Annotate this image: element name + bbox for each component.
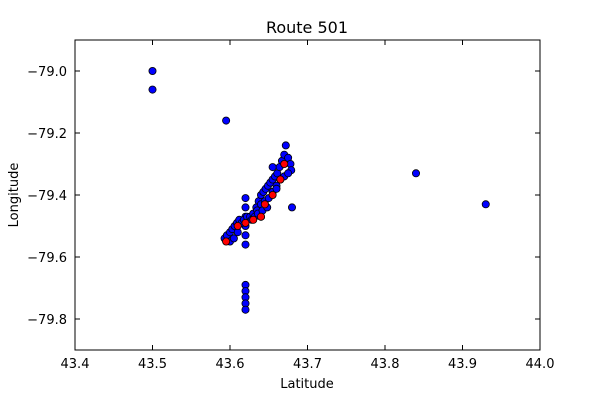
scatter-point [233,221,242,230]
scatter-point [241,231,250,240]
scatter-point [260,200,269,209]
scatter-point [241,203,250,212]
plot-area [148,67,490,314]
scatter-point [241,240,250,249]
scatter-point [284,169,293,178]
scatter-point [222,237,231,246]
scatter-point [241,305,250,314]
scatter-point [272,184,281,193]
scatter-point [281,141,290,150]
x-tick-label: 43.4 [61,357,90,372]
y-tick-label: −79.8 [27,313,67,328]
y-axis-label: Longitude [7,163,22,228]
scatter-point [229,234,238,243]
scatter-point [280,159,289,168]
x-tick-label: 43.5 [138,357,167,372]
plot-frame [74,39,541,351]
x-axis: 43.4 43.5 43.6 43.7 43.8 43.9 44.0 [61,40,555,372]
y-axis: −79.0 −79.2 −79.4 −79.6 −79.8 [27,65,540,328]
scatter-point [222,116,231,125]
scatter-point [481,200,490,209]
scatter-point [148,85,157,94]
x-tick-label: 43.9 [448,357,477,372]
scatter-point [287,203,296,212]
scatter-point [241,194,250,203]
x-tick-label: 43.8 [371,357,400,372]
scatter-point [268,163,277,172]
scatter-point [148,67,157,76]
chart-title: Route 501 [266,18,348,37]
scatter-point [268,190,277,199]
x-tick-label: 43.7 [293,357,322,372]
y-tick-label: −79.6 [27,251,67,266]
y-tick-label: −79.4 [27,189,67,204]
scatter-point [276,175,285,184]
x-tick-label: 43.6 [216,357,245,372]
x-axis-label: Latitude [280,377,334,392]
scatter-point [241,218,250,227]
x-tick-label: 44.0 [526,357,555,372]
y-tick-label: −79.2 [27,127,67,142]
y-tick-label: −79.0 [27,65,67,80]
scatter-point [256,212,265,221]
scatter-point [249,215,258,224]
scatter-point [411,169,420,178]
